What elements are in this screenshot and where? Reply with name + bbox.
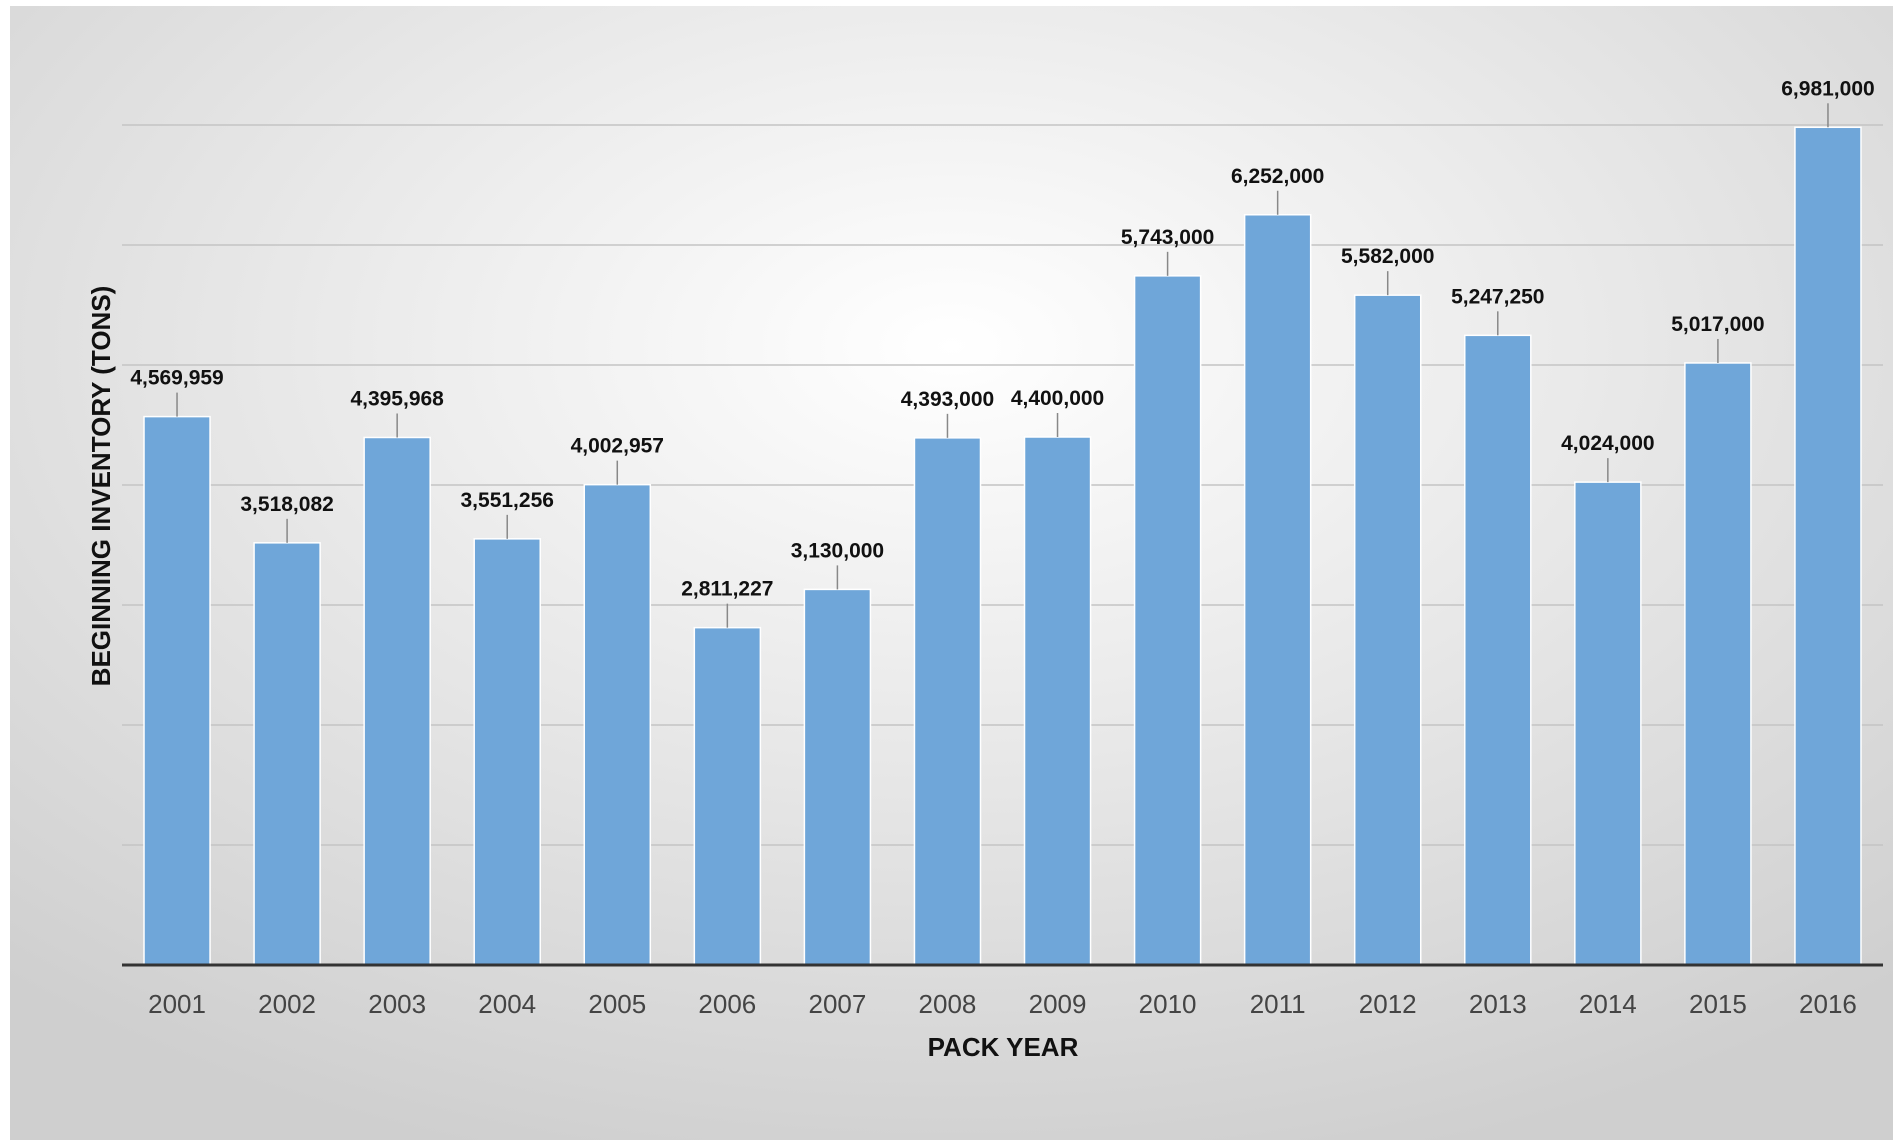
bar-2003 (363, 436, 431, 966)
value-label-2012: 5,582,000 (1341, 245, 1434, 268)
value-label-2005: 4,002,957 (571, 435, 664, 458)
x-tick-2002: 2002 (258, 989, 316, 1019)
bar-2010 (1133, 275, 1202, 966)
value-label-2014: 4,024,000 (1561, 432, 1654, 455)
value-label-2009: 4,400,000 (1011, 387, 1104, 410)
x-axis-title: PACK YEAR (928, 1032, 1079, 1062)
label-leader-lines (176, 103, 1829, 628)
bar-2002 (253, 542, 321, 966)
x-tick-2009: 2009 (1029, 989, 1087, 1019)
y-axis-title: BEGINNING INVENTORY (TONS) (86, 286, 116, 687)
value-label-2006: 2,811,227 (681, 578, 773, 601)
value-label-2008: 4,393,000 (901, 388, 994, 411)
x-tick-2003: 2003 (368, 989, 426, 1019)
x-tick-2010: 2010 (1139, 989, 1197, 1019)
x-tick-2007: 2007 (808, 989, 866, 1019)
x-tick-2006: 2006 (698, 989, 756, 1019)
bar-2004 (473, 538, 541, 966)
x-tick-2014: 2014 (1579, 989, 1637, 1019)
x-tick-2001: 2001 (148, 989, 206, 1019)
x-tick-2013: 2013 (1469, 989, 1527, 1019)
value-label-2001: 4,569,959 (130, 367, 223, 390)
value-label-2007: 3,130,000 (791, 539, 884, 562)
x-tick-labels: 2001 2002 2003 2004 2005 2006 2007 2008 2009 2010… (148, 989, 1857, 1019)
bar-2014 (1574, 481, 1642, 966)
value-label-2016: 6,981,000 (1781, 77, 1874, 100)
bar-2005 (583, 483, 652, 966)
bar-2008 (913, 437, 982, 966)
value-label-2010: 5,743,000 (1121, 226, 1214, 249)
x-tick-2012: 2012 (1359, 989, 1417, 1019)
x-tick-2004: 2004 (478, 989, 536, 1019)
bar-2012 (1353, 294, 1422, 966)
value-label-2002: 3,518,082 (240, 493, 333, 516)
bar-2013 (1464, 334, 1532, 966)
value-label-2004: 3,551,256 (461, 489, 554, 512)
value-label-2015: 5,017,000 (1671, 313, 1764, 336)
x-tick-2005: 2005 (588, 989, 646, 1019)
bar-2006 (693, 626, 762, 966)
value-label-2003: 4,395,968 (350, 387, 444, 410)
bar-2007 (803, 588, 872, 966)
value-label-2011: 6,252,000 (1231, 165, 1324, 188)
value-label-2013: 5,247,250 (1451, 285, 1544, 308)
x-tick-2011: 2011 (1250, 989, 1306, 1019)
bar-2001 (143, 415, 211, 966)
x-tick-2008: 2008 (919, 989, 977, 1019)
x-tick-2016: 2016 (1799, 989, 1857, 1019)
bar-2009 (1023, 436, 1092, 966)
bar-2015 (1684, 362, 1752, 966)
bar-2016 (1794, 126, 1862, 966)
value-labels: 4,569,959 3,518,082 4,395,968 3,551,256 4,00… (130, 77, 1874, 600)
x-tick-2015: 2015 (1689, 989, 1747, 1019)
bar-2011 (1243, 214, 1312, 966)
